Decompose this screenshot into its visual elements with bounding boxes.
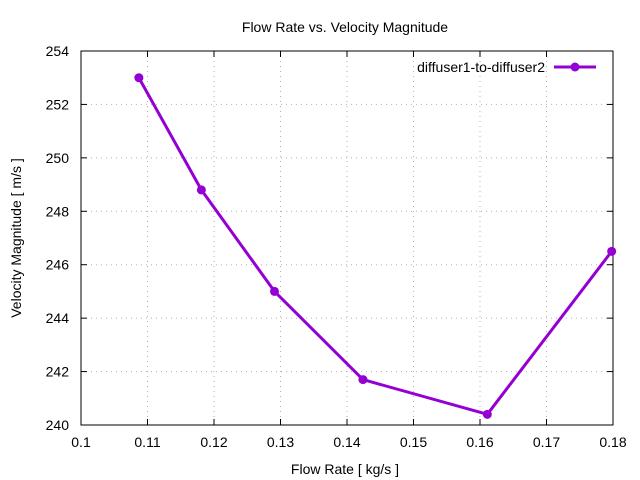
x-tick-label: 0.12 [200, 434, 227, 450]
y-tick-label: 248 [46, 203, 70, 219]
data-point [358, 375, 368, 385]
data-point [270, 286, 280, 296]
series-group [134, 73, 617, 419]
y-axis: 240 242 244 246 248 250 252 254 [46, 43, 613, 433]
y-tick-label: 250 [46, 150, 70, 166]
data-point [482, 409, 492, 419]
data-point [196, 185, 206, 195]
data-point [607, 246, 617, 256]
x-tick-label: 0.17 [533, 434, 560, 450]
x-tick-label: 0.15 [400, 434, 427, 450]
gridlines [81, 51, 613, 425]
data-point [134, 73, 144, 83]
x-tick-label: 0.13 [267, 434, 294, 450]
y-tick-label: 252 [46, 96, 70, 112]
x-axis: 0.1 0.11 0.12 0.13 0.14 0.15 0.16 0.17 0.18 [71, 51, 627, 450]
y-tick-label: 242 [46, 364, 70, 380]
x-tick-label: 0.16 [466, 434, 493, 450]
y-tick-label: 240 [46, 417, 70, 433]
x-tick-label: 0.18 [599, 434, 626, 450]
series-line [137, 76, 613, 416]
y-tick-label: 254 [46, 43, 70, 59]
y-tick-label: 244 [46, 310, 70, 326]
legend-marker [570, 62, 580, 72]
y-tick-label: 246 [46, 257, 70, 273]
x-tick-label: 0.11 [134, 434, 160, 450]
x-tick-label: 0.14 [333, 434, 360, 450]
chart-title: Flow Rate vs. Velocity Magnitude [242, 19, 448, 35]
legend-label: diffuser1-to-diffuser2 [417, 59, 545, 75]
legend: diffuser1-to-diffuser2 [417, 59, 596, 75]
y-axis-label: Velocity Magnitude [ m/s ] [8, 158, 24, 318]
x-tick-label: 0.1 [71, 434, 91, 450]
x-axis-label: Flow Rate [ kg/s ] [291, 461, 399, 477]
